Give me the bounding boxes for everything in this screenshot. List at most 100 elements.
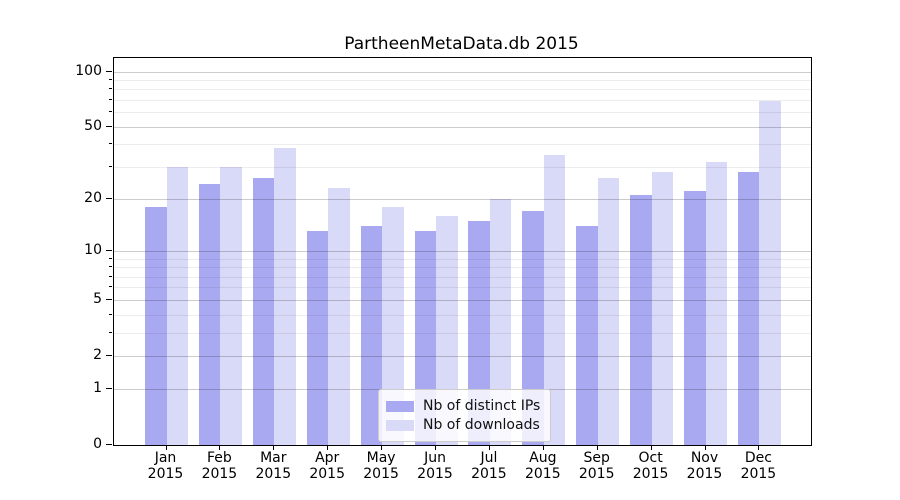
gridline-70 <box>114 100 811 102</box>
x-tick-year-apr: 2015 <box>309 466 345 482</box>
x-tick-mark-sep <box>596 445 598 450</box>
x-tick-label-nov: Nov 2015 <box>673 450 737 482</box>
gridline-40 <box>114 144 811 146</box>
bar-sep-downloads <box>597 178 620 445</box>
y-minor-tick-mark-7 <box>109 275 112 277</box>
y-minor-tick-mark-30 <box>109 166 112 168</box>
x-tick-month-dec: Dec <box>744 450 772 466</box>
gridline-2 <box>114 355 811 357</box>
bar-jan-distinct-ips <box>145 206 167 445</box>
bar-apr-downloads <box>328 187 350 445</box>
legend-swatch-distinct-ips <box>386 400 414 412</box>
x-tick-year-mar: 2015 <box>255 466 292 482</box>
x-tick-mark-may <box>381 445 383 450</box>
x-tick-month-jul: Jul <box>480 450 498 466</box>
legend-item-distinct-ips: Nb of distinct IPs <box>386 398 540 414</box>
x-tick-label-dec: Dec 2015 <box>726 450 790 482</box>
x-tick-month-mar: Mar <box>260 450 287 466</box>
bar-oct-distinct-ips <box>630 194 652 445</box>
bar-dec-distinct-ips <box>737 172 760 445</box>
gridline-3 <box>114 332 811 334</box>
y-tick-mark-0 <box>106 443 112 445</box>
y-tick-label-2: 2 <box>93 346 102 363</box>
legend-item-downloads: Nb of downloads <box>386 417 540 433</box>
gridline-30 <box>114 167 811 169</box>
x-tick-label-jul: Jul 2015 <box>457 450 521 482</box>
gridline-50 <box>114 126 811 128</box>
x-tick-mark-aug <box>542 445 544 450</box>
x-tick-month-may: May <box>366 450 396 466</box>
y-minor-tick-mark-60 <box>109 111 112 113</box>
x-tick-year-sep: 2015 <box>578 466 615 482</box>
y-tick-mark-20 <box>106 197 112 199</box>
y-tick-mark-2 <box>106 354 112 356</box>
y-tick-label-50: 50 <box>84 117 102 134</box>
y-minor-tick-mark-8 <box>109 266 112 268</box>
y-tick-mark-10 <box>106 249 112 251</box>
x-tick-mark-dec <box>758 445 760 450</box>
bar-apr-distinct-ips <box>306 231 329 445</box>
x-tick-label-mar: Mar 2015 <box>241 450 305 482</box>
x-tick-year-nov: 2015 <box>686 466 723 482</box>
legend-swatch-downloads <box>386 419 414 431</box>
x-tick-mark-nov <box>704 445 706 450</box>
x-tick-label-jun: Jun 2015 <box>403 450 467 482</box>
x-tick-year-dec: 2015 <box>740 466 777 482</box>
bar-jul-downloads <box>489 198 512 445</box>
x-tick-mark-oct <box>650 445 652 450</box>
y-minor-tick-mark-9 <box>109 257 112 259</box>
bar-aug-distinct-ips <box>522 210 544 445</box>
x-tick-mark-jul <box>488 445 490 450</box>
y-minor-tick-mark-80 <box>109 88 112 90</box>
legend-label-distinct-ips: Nb of distinct IPs <box>423 398 541 414</box>
x-tick-label-feb: Feb 2015 <box>187 450 251 482</box>
x-tick-mark-jan <box>165 445 167 450</box>
x-tick-label-oct: Oct 2015 <box>619 450 683 482</box>
bar-aug-downloads <box>543 154 566 445</box>
gridline-7 <box>114 276 811 278</box>
gridline-20 <box>114 198 811 200</box>
gridline-80 <box>114 89 811 91</box>
y-tick-label-100: 100 <box>75 62 102 79</box>
y-minor-tick-mark-40 <box>109 143 112 145</box>
x-tick-label-sep: Sep 2015 <box>565 450 629 482</box>
bar-nov-downloads <box>705 161 727 445</box>
bar-jul-distinct-ips <box>468 220 490 445</box>
bar-sep-distinct-ips <box>576 225 598 445</box>
x-tick-label-apr: Apr 2015 <box>295 450 359 482</box>
gridline-60 <box>114 112 811 114</box>
x-tick-month-apr: Apr <box>315 450 340 466</box>
x-tick-month-jan: Jan <box>154 450 177 466</box>
x-tick-month-oct: Oct <box>638 450 663 466</box>
x-tick-mark-mar <box>273 445 275 450</box>
bar-feb-downloads <box>220 167 242 445</box>
y-tick-mark-100 <box>106 70 112 72</box>
y-tick-label-0: 0 <box>93 435 102 452</box>
x-tick-mark-apr <box>327 445 329 450</box>
y-tick-label-20: 20 <box>84 189 102 206</box>
x-tick-label-jan: Jan 2015 <box>134 450 198 482</box>
y-minor-tick-mark-3 <box>109 331 112 333</box>
y-minor-tick-mark-6 <box>109 286 112 288</box>
x-tick-year-jul: 2015 <box>471 466 507 482</box>
x-tick-year-aug: 2015 <box>524 466 561 482</box>
legend: Nb of distinct IPs Nb of downloads <box>378 389 552 442</box>
plot-area: Nb of distinct IPs Nb of downloads <box>113 57 812 446</box>
bar-may-distinct-ips <box>360 225 383 445</box>
x-tick-year-feb: 2015 <box>201 466 238 482</box>
x-tick-month-aug: Aug <box>529 450 557 466</box>
x-tick-month-nov: Nov <box>690 450 719 466</box>
x-tick-year-oct: 2015 <box>632 466 669 482</box>
y-minor-tick-mark-90 <box>109 78 112 80</box>
gridline-90 <box>114 79 811 81</box>
bar-feb-distinct-ips <box>198 184 221 445</box>
gridline-10 <box>114 250 811 252</box>
x-tick-year-jun: 2015 <box>417 466 453 482</box>
bar-oct-downloads <box>651 172 674 445</box>
gridline-100 <box>114 71 811 73</box>
y-minor-tick-mark-70 <box>109 99 112 101</box>
gridline-9 <box>114 258 811 260</box>
chart-title: PartheenMetaData.db 2015 <box>344 34 579 54</box>
x-tick-label-aug: Aug 2015 <box>511 450 575 482</box>
